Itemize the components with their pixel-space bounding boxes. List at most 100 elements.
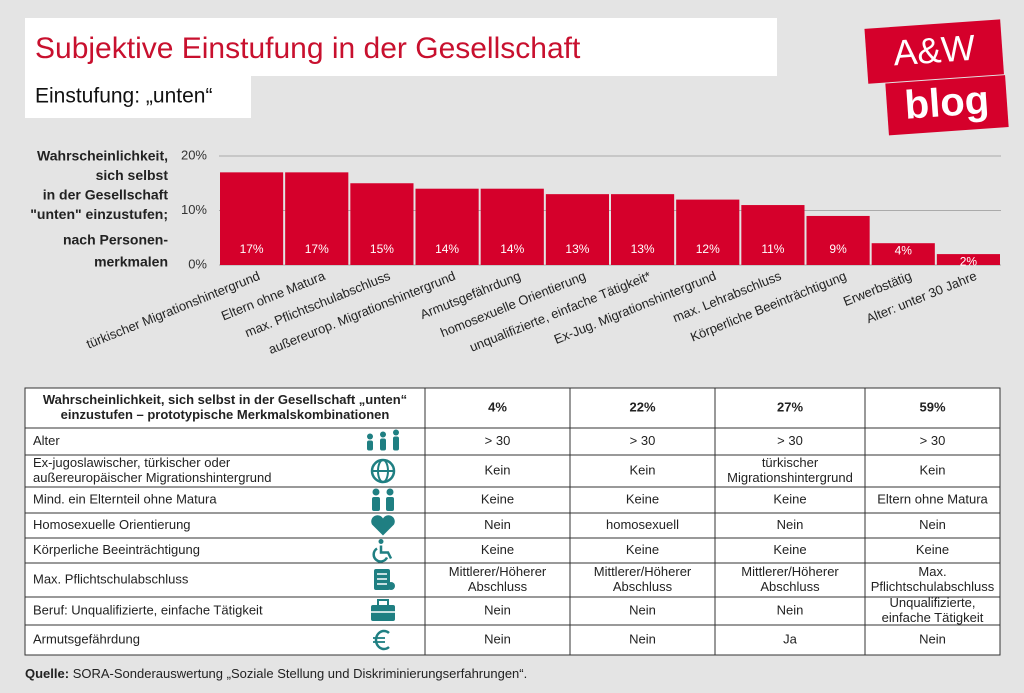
value-label: 13% [631, 242, 655, 256]
row-label: Körperliche Beeinträchtigung [33, 542, 200, 557]
source: Quelle: SORA-Sonderauswertung „Soziale S… [25, 666, 527, 681]
value-label: 14% [500, 242, 524, 256]
icon [378, 539, 384, 544]
y-axis-label: sich selbst [96, 167, 169, 183]
bar [676, 199, 740, 265]
y-tick-label: 20% [181, 147, 207, 162]
table-cell: Max. [918, 564, 946, 579]
table-cell: einfache Tätigkeit [882, 610, 984, 625]
table-cell: Kein [629, 462, 655, 477]
table-cell: Eltern ohne Matura [877, 491, 988, 506]
value-label: 17% [240, 242, 264, 256]
y-axis-label: in der Gesellschaft [43, 187, 169, 203]
y-tick-label: 10% [181, 202, 207, 217]
y-tick-label: 0% [188, 256, 207, 271]
table-cell: Ja [783, 631, 798, 646]
table-cell: Nein [484, 517, 511, 532]
value-label: 17% [305, 242, 329, 256]
icon [372, 497, 380, 511]
value-label: 2% [960, 254, 978, 268]
row-label: Ex-jugoslawischer, türkischer oder [33, 455, 231, 470]
table-cell: > 30 [777, 433, 803, 448]
value-label: 14% [435, 242, 459, 256]
row-label: Armutsgefährdung [33, 631, 140, 646]
value-label: 12% [696, 242, 720, 256]
table-cell: Nein [919, 631, 946, 646]
bar [220, 172, 284, 265]
icon [387, 582, 395, 590]
icon [367, 433, 373, 440]
table-cell: Mittlerer/Höherer [741, 564, 839, 579]
table-cell: Nein [777, 517, 804, 532]
table-cell: Keine [481, 491, 514, 506]
bar [285, 172, 349, 265]
icon [393, 436, 399, 451]
bar [480, 188, 544, 265]
y-axis-label: merkmalen [94, 254, 168, 270]
icon [386, 488, 394, 496]
row-label: Max. Pflichtschulabschluss [33, 571, 189, 586]
table-cell: homosexuell [606, 517, 679, 532]
icon [386, 497, 394, 511]
table-cell: Keine [481, 542, 514, 557]
table-cell: Kein [484, 462, 510, 477]
table-cell: Nein [919, 517, 946, 532]
title: Subjektive Einstufung in der Gesellschaf… [35, 32, 581, 65]
table-cell: Pflichtschulabschluss [871, 579, 995, 594]
bar [611, 194, 675, 265]
icon [374, 629, 390, 651]
table-cell: Nein [484, 631, 511, 646]
table-cell: Kein [919, 462, 945, 477]
table-cell: Nein [629, 631, 656, 646]
y-axis-label: "unten" einzustufen; [30, 206, 168, 222]
value-label: 13% [565, 242, 589, 256]
table-bg [24, 387, 1001, 656]
table-cell: Abschluss [468, 579, 528, 594]
logo-text: blog [903, 78, 990, 128]
icon [367, 440, 373, 451]
source-text: SORA-Sonderauswertung „Soziale Stellung … [73, 666, 528, 681]
bar [545, 194, 609, 265]
table: Wahrscheinlichkeit, sich selbst in der G… [24, 387, 1001, 656]
icon [377, 599, 389, 607]
value-label: 11% [761, 242, 784, 256]
table-cell: Abschluss [760, 579, 820, 594]
table-cell: Keine [626, 491, 659, 506]
icon [380, 438, 386, 451]
bar [741, 205, 805, 265]
logo: A&W blog [864, 19, 1009, 136]
table-header: 59% [919, 399, 945, 414]
source-label: Quelle: [25, 666, 69, 681]
y-axis-label: Wahrscheinlichkeit, [37, 148, 168, 164]
table-header: Wahrscheinlichkeit, sich selbst in der G… [43, 392, 407, 407]
icon [393, 429, 399, 436]
table-header: 4% [488, 399, 507, 414]
table-cell: Nein [484, 602, 511, 617]
logo-box [864, 19, 1004, 84]
table-header: 22% [629, 399, 655, 414]
table-cell: Unqualifizierte, [890, 595, 976, 610]
icon [372, 547, 389, 563]
bar [806, 215, 870, 265]
table-cell: Keine [773, 491, 806, 506]
table-cell: Keine [773, 542, 806, 557]
value-label: 4% [895, 243, 913, 257]
table-header: 27% [777, 399, 803, 414]
subtitle-box [25, 76, 251, 118]
subtitle: Einstufung: „unten“ [35, 85, 212, 108]
value-label: 15% [370, 242, 394, 256]
value-label: 9% [829, 242, 847, 256]
table-cell: > 30 [920, 433, 946, 448]
table-cell: Nein [777, 602, 804, 617]
bar [936, 254, 1000, 265]
table-cell: > 30 [630, 433, 656, 448]
icon [380, 431, 386, 438]
row-label: Mind. ein Elternteil ohne Matura [33, 491, 217, 506]
table-cell: > 30 [485, 433, 511, 448]
row-label: Alter [33, 433, 60, 448]
icon [379, 545, 393, 560]
table-header: einzustufen – prototypische Merkmalskomb… [61, 407, 390, 422]
table-cell: türkischer [762, 455, 819, 470]
y-axis-label: nach Personen- [63, 232, 168, 248]
